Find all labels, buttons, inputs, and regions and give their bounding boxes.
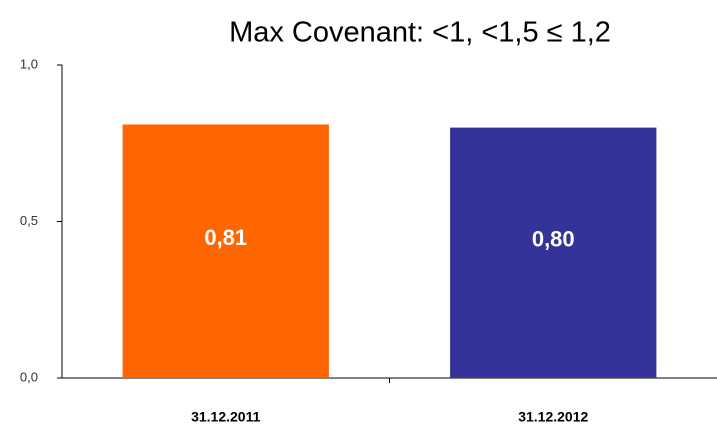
value-label: 0,80 [532, 227, 575, 252]
chart-title: Max Covenant: <1, <1,5 ≤ 1,2 [229, 17, 611, 49]
y-tick-label: 1,0 [20, 56, 38, 71]
x-tick-label: 31.12.2012 [518, 409, 588, 425]
value-label: 0,81 [204, 225, 247, 250]
x-tick-label: 31.12.2011 [191, 409, 261, 425]
y-tick-label: 0,5 [20, 213, 38, 228]
y-tick-label: 0,0 [20, 369, 38, 384]
bar [450, 127, 657, 378]
bar [122, 124, 329, 378]
